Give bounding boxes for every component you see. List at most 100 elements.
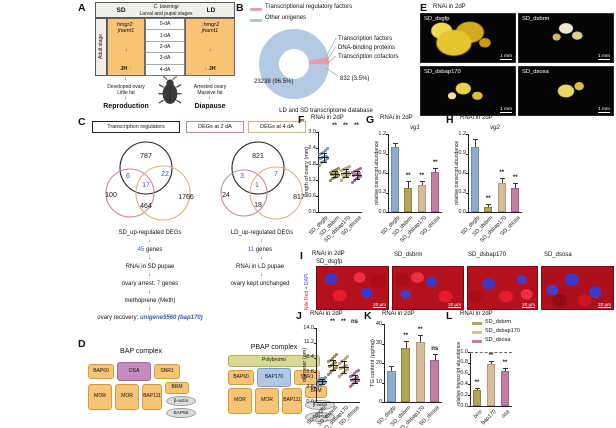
y-axis-label: relative transcript abundance	[454, 140, 460, 206]
ovary-photo-dsbap170: SD_dsbap170 1 mm	[420, 66, 516, 116]
y-tick: 0.6	[378, 169, 386, 176]
data-point	[358, 171, 361, 175]
panel-L-label: L	[446, 310, 453, 322]
gene-jhamt1: jhamt1	[201, 28, 219, 34]
ld-gene-cell: ↓hmgr2 jhamt1 ↓ ↓ JH	[185, 18, 235, 76]
flow-arrow-icon: ↓	[260, 255, 263, 261]
bar	[404, 187, 413, 212]
photo-label: SD_dsbrm	[522, 16, 550, 22]
day-cell: 4-dA	[146, 64, 184, 76]
venn-sd-left: 100	[105, 192, 117, 199]
donut-caption: LD and SD transcriptome database	[279, 108, 373, 114]
venn-sd-top: 787	[140, 153, 152, 160]
y-tick: 0.9	[378, 150, 386, 156]
panel-I-title: RNAi in 2dP	[312, 251, 345, 257]
bap60-box: BAP60	[88, 364, 114, 379]
venn-ld-center: 1	[255, 182, 259, 189]
venn-sd-right: 1766	[178, 194, 194, 201]
ld-flow-gene-count: 11	[247, 247, 255, 253]
osa-box: OSA	[117, 362, 151, 381]
venn-sd-top-left: 6	[126, 173, 130, 180]
bar	[390, 147, 399, 212]
data-point	[347, 170, 350, 174]
y-tick: 1.8	[308, 160, 316, 167]
significance-mark: **	[343, 123, 348, 129]
y-tick: 20	[375, 359, 382, 366]
beetle-icon	[158, 76, 182, 104]
photo-label: SD_dsbap170	[424, 69, 461, 75]
sd-condition-label: SD	[116, 7, 126, 14]
significance-mark: **	[512, 175, 518, 182]
significance-mark: **	[502, 360, 508, 367]
venn-sd-bottom: 464	[140, 203, 152, 210]
data-point	[357, 368, 360, 372]
bar	[500, 370, 510, 406]
y-tick: 0.6	[458, 169, 466, 176]
data-point	[344, 369, 347, 373]
data-point	[353, 371, 356, 375]
bar	[511, 187, 520, 212]
scale-bar: 20 μm	[373, 302, 386, 308]
panel-C-label: C	[78, 116, 86, 128]
plus-sign: +	[304, 285, 310, 291]
panel-H-subtitle: vg2	[490, 125, 500, 131]
y-tick: 0.0	[458, 208, 466, 215]
bar	[470, 147, 479, 212]
data-point	[318, 163, 321, 167]
significance-mark: ns	[431, 346, 439, 353]
panel-G-subtitle: vg1	[410, 125, 420, 131]
flow-arrow-icon: ↓	[148, 238, 151, 244]
venn-ld-left: 24	[222, 192, 230, 199]
bar	[401, 348, 411, 402]
panel-B: B Transcriptional regulatory factors Oth…	[236, 2, 418, 116]
y-tick: 1.0	[460, 348, 468, 355]
gene-hmgr2: hmgr2	[203, 22, 220, 28]
data-point	[327, 360, 330, 364]
snr1-box: SNR1	[154, 364, 180, 379]
y-tick: 0.2	[460, 391, 468, 398]
adult-stage-strip: Adult stage	[95, 18, 107, 76]
sd-flow-recovery-prefix: ovary recovery:	[97, 315, 140, 321]
bar	[415, 341, 425, 402]
data-point	[335, 352, 338, 356]
bar	[472, 389, 482, 406]
scale-bar: 20 μm	[448, 302, 461, 308]
venn-ld: 821 3 7 1 24 18 817	[220, 141, 305, 220]
legend-trf: Transcriptional regulatory factors	[265, 4, 353, 10]
y-tick: 0.0	[378, 208, 386, 215]
data-point	[340, 178, 343, 182]
panel-F-title: RNAi in 2dP	[311, 115, 344, 121]
brm-box: BRM	[165, 382, 189, 394]
panel-A: A SD C. bowringi Larval and pupal stages…	[75, 2, 237, 114]
legend-swatch-pink	[250, 8, 262, 11]
sd-flow-recovery-gene: unigene5560 (bap170)	[139, 315, 203, 321]
callout-tf: Transcription factors	[338, 36, 392, 42]
data-point	[344, 356, 347, 360]
y-tick: 30	[375, 340, 382, 346]
x-tick-label: brm	[472, 409, 484, 420]
significance-mark: **	[488, 353, 494, 360]
image-label: SD_dsosa	[544, 252, 572, 258]
adult-stage-label: Adult stage	[98, 34, 104, 60]
y-tick: 10	[375, 379, 382, 385]
flow-arrow-icon: ↓	[124, 46, 128, 53]
y-axis-label: diameter (μm)	[302, 347, 308, 383]
ovary-photo-dsosa: SD_dsosa 1 mm	[518, 66, 614, 116]
y-tick: 0.3	[458, 189, 466, 195]
significance-mark: **	[417, 326, 423, 333]
bap111-box: BAP111	[282, 388, 302, 414]
y-tick: 0.6	[460, 370, 468, 377]
flow-arrow-icon: ↓	[124, 76, 127, 82]
y-tick: 40	[375, 320, 382, 327]
image-label: SD_dsgfp	[316, 259, 343, 265]
panel-J-label: J	[296, 310, 302, 322]
sd-flow-gene-count-suffix: genes	[144, 247, 163, 253]
y-tick: 0.6	[308, 192, 316, 199]
bar	[497, 182, 506, 212]
dapi-label: DAPI	[304, 273, 310, 286]
bap-complex-title: BAP complex	[120, 348, 162, 355]
panel-E-label: E	[420, 2, 428, 14]
flow-arrow-icon: ↓	[260, 272, 263, 278]
significance-mark: **	[432, 160, 438, 167]
flow-arrow-icon: ↓	[260, 238, 263, 244]
